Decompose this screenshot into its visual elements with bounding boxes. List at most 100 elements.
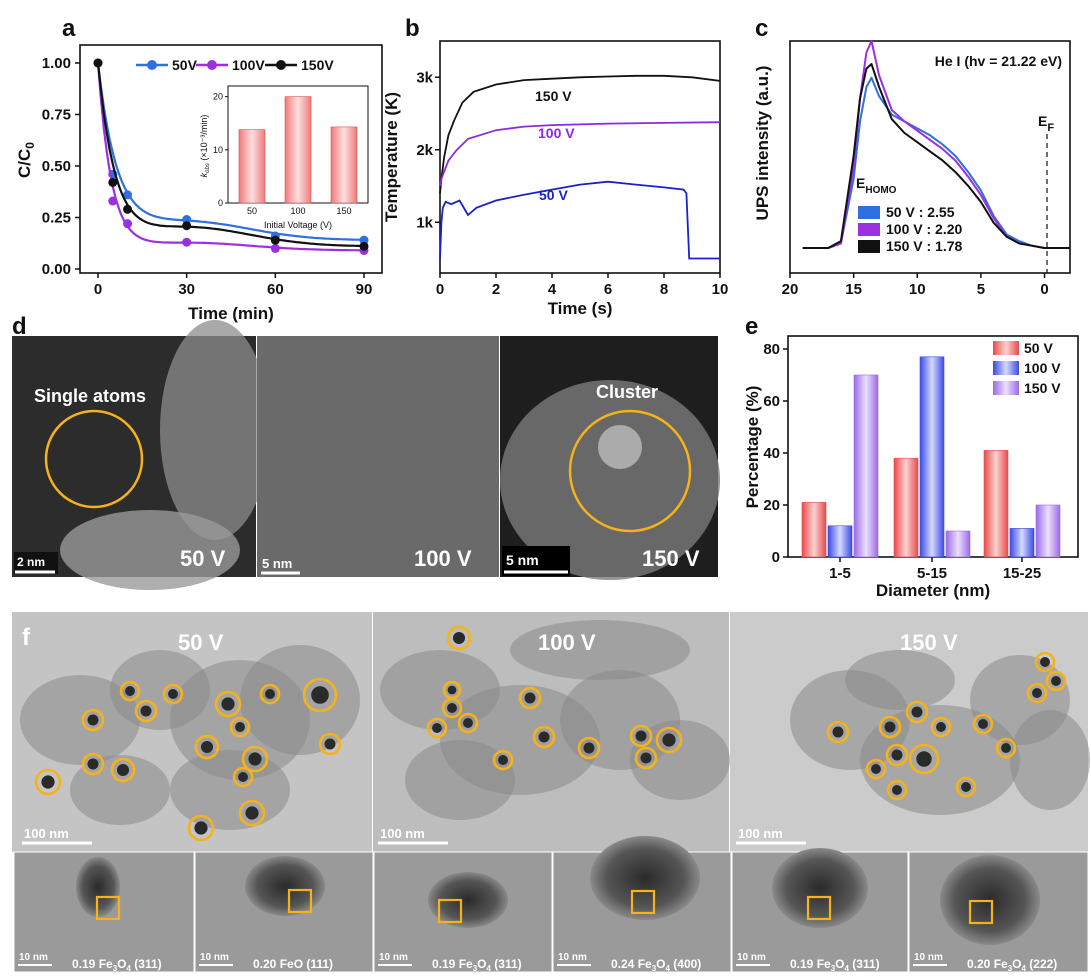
haadf-bright-region-50v	[160, 320, 270, 540]
nanoparticle-highlight-circle	[908, 743, 940, 775]
panel-f-label: f	[22, 624, 31, 651]
chart-a-ytick-label: 1.00	[42, 55, 71, 72]
cluster-circle	[568, 409, 692, 533]
chart-c-xtick-label: 20	[782, 281, 799, 298]
nanoparticle-highlight-circle	[955, 776, 977, 798]
series-label-100v: 100 V	[538, 125, 575, 141]
chart-e-bar-50 V-15-25	[983, 450, 1009, 558]
nanoparticle-highlight-circle	[655, 726, 683, 754]
hrtem-particle	[772, 848, 868, 928]
nanoparticle	[961, 782, 971, 792]
nanoparticle-highlight-circle	[134, 699, 158, 723]
chart-b-ytick-label: 1k	[416, 214, 433, 231]
nanoparticle	[432, 723, 442, 733]
chart-e-ytick-label: 20	[763, 497, 780, 514]
nanoparticle	[87, 714, 99, 726]
chart-e-legend-label: 100 V	[1024, 360, 1061, 376]
panel-d-images: Single atoms Cluster 50 V 100 V 150 V 2 …	[12, 320, 720, 590]
f-label-50v: 50 V	[178, 630, 224, 655]
tem-particle-aggregate	[845, 650, 955, 710]
nanoparticle	[447, 703, 457, 713]
nanoparticle	[891, 749, 903, 761]
lattice-spacing-label: 0.20 FeO (111)	[253, 957, 333, 971]
tem-particle-aggregate	[630, 720, 730, 800]
chart-a-point-50V	[359, 235, 369, 245]
chart-b-ytick-label: 3k	[416, 69, 433, 86]
chart-a-ytick-label: 0.25	[42, 210, 71, 227]
chart-e: 0 20 40 60 80 1-5 5-15 15-25 50 V 100 V 150 V Dia…	[743, 335, 1079, 600]
hrtem-particle	[590, 836, 700, 920]
nanoparticle	[662, 733, 676, 747]
lattice-spacing-label: 0.24 Fe3O4 (400)	[611, 957, 701, 973]
nanoparticle	[498, 755, 508, 765]
nanoparticle	[238, 772, 248, 782]
nanoparticle-highlight-circle	[214, 690, 242, 718]
nanoparticle	[140, 705, 152, 717]
inset-bar-150	[330, 126, 358, 204]
nanoparticle-highlight-circle	[81, 752, 105, 776]
chart-a-point-150V	[123, 204, 133, 214]
nanoparticle	[871, 764, 881, 774]
series-label-50v: 50 V	[539, 187, 568, 203]
chart-e-legend-label: 150 V	[1024, 380, 1061, 396]
nanoparticle	[447, 685, 457, 695]
nanoparticle-highlight-circle	[241, 745, 269, 773]
chart-e-bar-100 V-15-25	[1009, 528, 1035, 558]
chart-e-xtick-label: 15-25	[1003, 565, 1041, 582]
chart-b: 0 2 4 6 8 10 1k 2k 3k Time (s) Temperature (K) 1…	[382, 40, 728, 318]
inset-xtick-label: 150	[336, 206, 351, 216]
chart-c-legend-swatch	[858, 206, 880, 219]
nanoparticle-highlight-circle	[1045, 670, 1067, 692]
hrtem-scalebar: 10 nm	[19, 952, 48, 963]
tem-particle-aggregate	[510, 620, 690, 680]
nanoparticle	[194, 821, 208, 835]
chart-c-legend-swatch	[858, 240, 880, 253]
nanoparticle	[524, 692, 536, 704]
chart-e-xlabel: Diameter (nm)	[876, 581, 990, 600]
legend-marker-150V	[276, 60, 286, 70]
nanoparticle	[116, 763, 130, 777]
lattice-spacing-label: 0.20 Fe3O4 (222)	[967, 957, 1057, 973]
nanoparticle-highlight-circle	[119, 680, 141, 702]
nanoparticle-highlight-circle	[885, 743, 909, 767]
lattice-spacing-label: 0.19 Fe3O4 (311)	[790, 957, 880, 973]
nanoparticle-highlight-circle	[878, 715, 902, 739]
chart-e-ytick-label: 80	[763, 341, 780, 358]
chart-a-xtick-label: 30	[178, 281, 195, 298]
chart-c: 20 15 10 5 0 He I (hv = 21.22 eV) EF EHOMO 5…	[753, 40, 1071, 298]
nanoparticle	[324, 738, 336, 750]
legend-label-100V: 100V	[232, 57, 265, 73]
nanoparticle	[1032, 688, 1042, 698]
chart-c-title: He I (hv = 21.22 eV)	[935, 53, 1062, 69]
chart-a-line-150V	[96, 62, 365, 248]
hrtem-scalebar: 10 nm	[558, 952, 587, 963]
nanoparticle	[311, 686, 329, 704]
nanoparticle-highlight-circle	[34, 768, 62, 796]
chart-b-line-100 V	[439, 121, 721, 187]
single-atoms-label: Single atoms	[34, 386, 146, 406]
inset-xtick-label: 100	[290, 206, 305, 216]
nanoparticle-highlight-circle	[162, 683, 184, 705]
chart-a-ytick-label: 0.50	[42, 158, 71, 175]
haadf-particle-150v	[500, 380, 720, 580]
nanoparticle-highlight-circle	[110, 757, 136, 783]
legend-label-150V: 150V	[301, 57, 334, 73]
scalebar-5nm-a: 5 nm	[262, 556, 292, 571]
nanoparticle-highlight-circle	[629, 724, 653, 748]
nanoparticle-highlight-circle	[229, 716, 251, 738]
chart-a-xtick-label: 60	[267, 281, 284, 298]
f-label-150v: 150 V	[900, 630, 958, 655]
nanoparticle-highlight-circle	[441, 697, 463, 719]
nanoparticle-highlight-circle	[518, 686, 542, 710]
chart-a-point-100V	[182, 237, 192, 247]
nanoparticle-highlight-circle	[1034, 651, 1056, 673]
chart-b-xtick-label: 8	[660, 281, 668, 298]
chart-b-ytick-label: 2k	[416, 142, 433, 159]
nanoparticle	[978, 719, 988, 729]
nanoparticle	[884, 721, 896, 733]
inset-ytick-label: 10	[213, 145, 223, 155]
chart-a-xtick-label: 90	[356, 281, 373, 298]
nanoparticle-highlight-circle	[232, 766, 254, 788]
chart-c-legend-label: 150 V : 1.78	[886, 238, 962, 254]
inset-ylabel: kobs (×10⁻³/min)	[199, 115, 211, 178]
